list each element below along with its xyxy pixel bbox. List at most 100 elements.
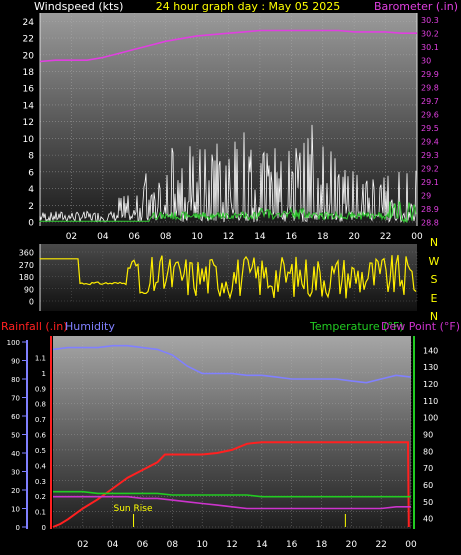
x-tick-label: 08 [160, 232, 172, 242]
x-tick-label: 04 [107, 540, 119, 550]
humidity-tick-label: 50 [11, 432, 20, 440]
direction-tick-label: 0 [29, 298, 34, 307]
barometer-tick-label: 29.9 [421, 70, 439, 79]
wind-tick-label: 8 [28, 152, 34, 162]
humidity-tick-label: 40 [11, 450, 20, 458]
humidity-tick-label: 0 [16, 524, 20, 532]
barometer-axis-label: Barometer (.in) [374, 0, 458, 13]
wind-tick-label: 24 [23, 18, 35, 28]
x-tick-label: 04 [97, 232, 109, 242]
wind-tick-label: 12 [23, 118, 34, 128]
wind-tick-label: 4 [28, 185, 34, 195]
x-tick-label: 00 [405, 540, 417, 550]
wind-tick-label: 16 [23, 85, 35, 95]
x-tick-label: 02 [66, 232, 77, 242]
temperature-tick-label: 40 [423, 515, 433, 524]
barometer-tick-label: 29.1 [421, 178, 439, 187]
wind-direction-line [39, 254, 417, 300]
temperature-tick-label: 100 [423, 414, 438, 423]
compass-label: W [429, 255, 440, 268]
humidity-tick-label: 90 [11, 358, 20, 366]
wind-tick-label: 18 [23, 68, 35, 78]
x-tick-label: 20 [348, 232, 360, 242]
rainfall-tick-label: 1.1 [35, 354, 46, 362]
temperature-tick-label: 130 [423, 363, 438, 372]
x-tick-label: 18 [317, 232, 329, 242]
rainfall-tick-label: 0.9 [35, 385, 46, 393]
barometer-tick-label: 29.8 [421, 84, 439, 93]
rainfall-tick-label: 0.1 [35, 509, 46, 517]
wind-tick-label: 10 [23, 135, 35, 145]
direction-tick-label: 360 [19, 249, 34, 258]
temperature-axis-label: Temperature (°F) [309, 320, 404, 333]
barometer-tick-label: 29.2 [421, 165, 439, 174]
x-tick-label: 08 [167, 540, 179, 550]
temperature-line [53, 490, 411, 498]
temperature-tick-label: 90 [423, 431, 433, 440]
humidity-axis-label: Humidity [65, 320, 115, 333]
temperature-tick-label: 80 [423, 447, 433, 456]
humidity-tick-label: 70 [11, 395, 20, 403]
rainfall-tick-label: 0.8 [35, 401, 46, 409]
x-tick-label: 14 [256, 540, 268, 550]
x-tick-label: 16 [286, 540, 298, 550]
wind-tick-label: 0 [28, 219, 34, 229]
barometer-line [39, 29, 417, 63]
compass-label: S [431, 273, 438, 286]
barometer-tick-label: 30 [421, 57, 431, 66]
wind-tick-label: 14 [23, 101, 35, 111]
temperature-tick-label: 120 [423, 380, 438, 389]
x-tick-label: 14 [254, 232, 266, 242]
x-tick-label: 06 [137, 540, 149, 550]
humidity-tick-label: 10 [11, 506, 20, 514]
barometer-tick-label: 30.2 [421, 30, 439, 39]
rainfall-tick-label: 0.4 [35, 462, 47, 470]
rainfall-tick-label: 0 [42, 524, 46, 532]
rainfall-tick-label: 0.5 [35, 447, 46, 455]
direction-tick-label: 270 [19, 261, 34, 270]
compass-label: E [431, 292, 438, 305]
rainfall-tick-label: 0.7 [35, 416, 46, 424]
wind-gust-line [39, 200, 417, 224]
barometer-tick-label: 29.5 [421, 124, 439, 133]
humidity-tick-label: 30 [11, 469, 20, 477]
x-tick-label: 12 [223, 232, 234, 242]
barometer-tick-label: 29.3 [421, 151, 439, 160]
wind-tick-label: 20 [23, 51, 35, 61]
x-tick-label: 18 [316, 540, 328, 550]
dewpoint-line [53, 495, 411, 510]
direction-tick-label: 90 [24, 285, 34, 294]
rainfall-tick-label: 0.2 [35, 493, 46, 501]
wind-tick-label: 22 [23, 35, 34, 45]
x-tick-label: 02 [77, 540, 88, 550]
barometer-tick-label: 29.4 [421, 138, 439, 147]
x-tick-label: 16 [286, 232, 298, 242]
dewpoint-axis-label: Dew Point (°F) [381, 320, 460, 333]
barometer-tick-label: 30.3 [421, 16, 439, 25]
wind-axis-label: Windspeed (kts) [34, 0, 123, 13]
temperature-tick-label: 50 [423, 498, 433, 507]
barometer-tick-label: 29.6 [421, 111, 439, 120]
direction-tick-label: 180 [19, 273, 34, 282]
chart-title: 24 hour graph day : May 05 2025 [156, 0, 341, 13]
compass-label: N [430, 236, 438, 249]
temperature-tick-label: 140 [423, 346, 438, 355]
humidity-tick-label: 100 [7, 339, 20, 347]
barometer-tick-label: 29 [421, 192, 431, 201]
rainfall-tick-label: 0.6 [35, 432, 47, 440]
barometer-tick-label: 28.8 [421, 219, 439, 228]
sunrise-annotation: Sun Rise [114, 504, 153, 514]
humidity-tick-label: 60 [11, 413, 20, 421]
x-tick-label: 10 [196, 540, 208, 550]
temperature-tick-label: 70 [423, 464, 433, 473]
rainfall-axis-label: Rainfall (.in) [1, 320, 68, 333]
x-tick-label: 12 [226, 540, 237, 550]
barometer-tick-label: 30.1 [421, 43, 439, 52]
temperature-tick-label: 60 [423, 481, 433, 490]
wind-tick-label: 2 [28, 202, 34, 212]
barometer-tick-label: 28.9 [421, 205, 439, 214]
rainfall-tick-label: 0.3 [35, 478, 46, 486]
rainfall-tick-label: 1 [42, 370, 46, 378]
wind-tick-label: 6 [28, 168, 34, 178]
